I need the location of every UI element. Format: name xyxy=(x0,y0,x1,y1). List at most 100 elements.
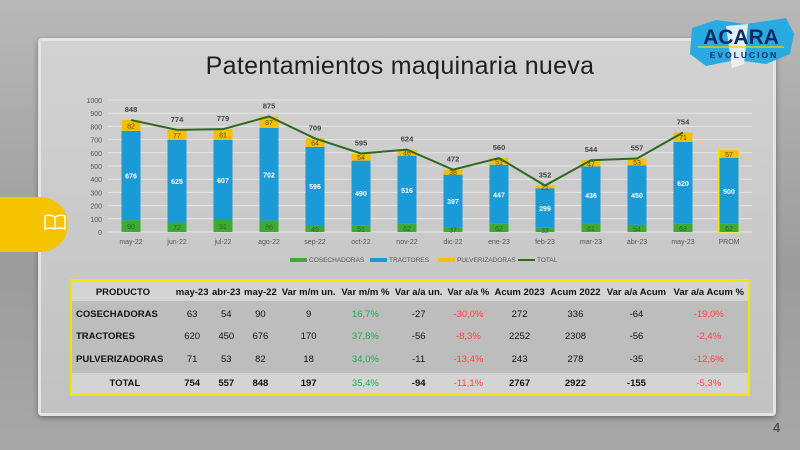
table-cell: -11 xyxy=(412,353,426,365)
bar-tractores xyxy=(167,139,187,223)
y-tick-label: 700 xyxy=(90,138,102,145)
bar-pulverizadoras xyxy=(305,138,325,147)
table-cell: -56 xyxy=(411,331,426,343)
total-label: 352 xyxy=(539,171,552,180)
x-tick-label: ago-22 xyxy=(258,239,280,246)
table-row: COSECHADORAS 63 54 90 9 16,7% -27 -30,0% 272 336 -… xyxy=(72,303,748,326)
data-label: 620 xyxy=(677,181,689,188)
row-label: COSECHADORAS xyxy=(76,308,158,320)
bar-tractores xyxy=(719,157,739,224)
table-cell: 63 xyxy=(186,308,198,320)
bar-cosechadoras xyxy=(397,223,417,232)
y-tick-label: 0 xyxy=(98,230,102,237)
x-tick-label: jul-22 xyxy=(213,239,231,246)
table-cell: 35,4% xyxy=(351,378,379,389)
column-header: may-23 xyxy=(175,286,209,298)
y-tick-label: 500 xyxy=(90,164,102,171)
bar-pulverizadoras xyxy=(259,116,279,128)
bar-cosechadoras xyxy=(673,223,693,232)
table-cell: 90 xyxy=(255,308,266,320)
y-tick-label: 400 xyxy=(90,177,102,184)
table-cell: 2922 xyxy=(564,378,587,389)
bar-tractores xyxy=(627,165,647,225)
table-cell: -35 xyxy=(629,353,644,365)
summary-table: PRODUCTO may-23 abr-23 may-22 Var m/m un. Var… xyxy=(70,279,750,396)
data-label: 46 xyxy=(403,151,411,158)
table-cell: 53 xyxy=(220,353,232,365)
table-cell: 82 xyxy=(255,353,266,365)
table-cell: 71 xyxy=(186,353,198,365)
column-header: Var a/a un. xyxy=(394,286,443,298)
x-tick-label: oct-22 xyxy=(351,239,371,246)
table-cell: 557 xyxy=(218,378,235,389)
total-label: 875 xyxy=(263,102,276,111)
legend-swatch xyxy=(438,258,455,262)
total-label: 624 xyxy=(401,135,414,144)
data-label: 53 xyxy=(633,160,641,167)
total-label: 774 xyxy=(171,115,184,124)
data-label: 71 xyxy=(679,135,687,142)
acara-logo: ACARA EVOLUCION xyxy=(686,14,796,74)
y-tick-label: 100 xyxy=(90,217,102,224)
row-label: TRACTORES xyxy=(76,331,135,343)
bar-cosechadoras xyxy=(213,219,233,232)
table-cell: 272 xyxy=(511,308,528,320)
data-label: 62 xyxy=(495,226,503,233)
y-tick-label: 800 xyxy=(90,124,102,131)
data-label: 490 xyxy=(355,191,367,198)
y-tick-label: 600 xyxy=(90,151,102,158)
bar-tractores xyxy=(673,141,693,224)
bar-tractores xyxy=(121,130,141,221)
legend-label: TRACTORES xyxy=(389,257,430,264)
bar-pulverizadoras xyxy=(627,158,647,166)
stacked-bar-chart: 0 100 200 300 400 500 600 700 800 900 1000 90 676 82 m… xyxy=(86,98,752,264)
data-label: 91 xyxy=(219,224,227,231)
bar-tractores xyxy=(489,164,509,224)
total-label: 595 xyxy=(355,138,368,147)
table-cell: -11,1% xyxy=(453,378,484,389)
table-cell: 278 xyxy=(567,353,584,365)
x-tick-label: feb-23 xyxy=(535,239,555,246)
bar-pulverizadoras xyxy=(351,153,371,161)
data-label: 37 xyxy=(449,228,457,235)
bar-cosechadoras xyxy=(305,225,325,232)
total-label: 560 xyxy=(493,143,506,152)
table-band xyxy=(72,301,748,373)
side-tab[interactable] xyxy=(0,197,68,252)
table-cell: 2767 xyxy=(508,378,531,389)
total-line xyxy=(130,115,684,187)
bar-tractores xyxy=(305,146,325,226)
y-tick-label: 1000 xyxy=(86,98,102,105)
table-cell: -56 xyxy=(629,331,644,343)
page-number: 4 xyxy=(773,420,781,435)
table-cell: 336 xyxy=(567,308,584,320)
data-label: 299 xyxy=(539,206,551,213)
bar-pulverizadoras xyxy=(489,158,509,165)
bar-tractores xyxy=(535,188,555,228)
bar-pulverizadoras xyxy=(581,160,601,167)
data-label: 54 xyxy=(357,155,365,162)
bar-cosechadoras xyxy=(259,220,279,232)
table-cell: -27 xyxy=(411,308,426,320)
data-label: 596 xyxy=(309,184,321,191)
bar-pulverizadoras xyxy=(535,185,555,189)
row-label: PULVERIZADORAS xyxy=(76,353,164,365)
prom-highlight xyxy=(717,148,741,234)
svg-text:EVOLUCION: EVOLUCION xyxy=(710,50,779,60)
table-cell: 34,0% xyxy=(351,353,379,365)
x-tick-label: PROM xyxy=(719,239,740,246)
data-label: 64 xyxy=(311,141,319,148)
table-cell: -8,3% xyxy=(455,331,481,343)
data-label: 61 xyxy=(587,226,595,233)
table-cell: -5,3% xyxy=(696,378,722,389)
table-cell: 243 xyxy=(511,353,528,365)
total-label: 848 xyxy=(125,105,138,114)
bar-pulverizadoras xyxy=(121,120,141,131)
column-header: Var a/a % xyxy=(447,286,490,298)
data-label: 607 xyxy=(217,178,229,185)
data-label: 500 xyxy=(723,189,735,196)
total-label: 544 xyxy=(585,145,598,154)
data-label: 676 xyxy=(125,174,137,181)
data-label: 51 xyxy=(495,159,503,166)
table-cell: -19,0% xyxy=(693,308,724,320)
